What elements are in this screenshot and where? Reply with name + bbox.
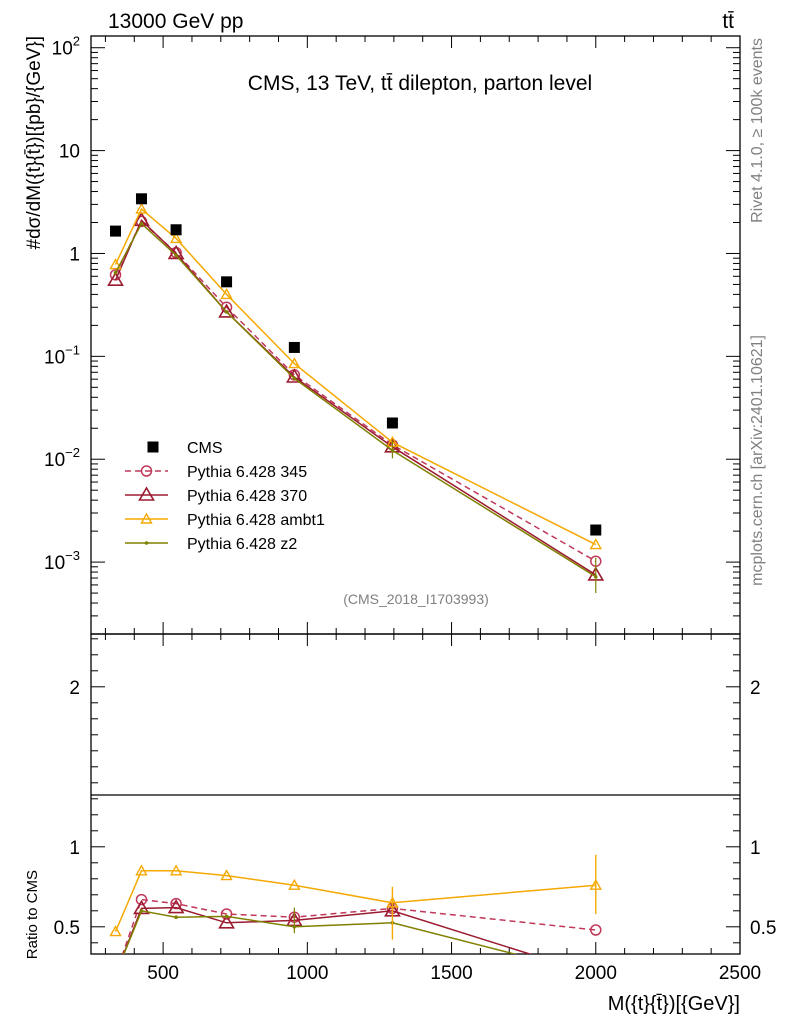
legend-marker (140, 465, 153, 477)
ratio-point-0 (135, 893, 148, 906)
ratio-point-2 (220, 869, 233, 881)
ratio-line-3 (123, 909, 518, 954)
y-tick-label: 10−1 (44, 342, 80, 368)
y-tick-label: 10 (59, 142, 80, 163)
legend-label: CMS (187, 440, 223, 457)
cms-data-point (170, 224, 182, 236)
cms-data-point (288, 341, 300, 353)
legend-label: Pythia 6.428 345 (187, 464, 307, 481)
legend-marker (140, 512, 153, 524)
ratio-point-3 (174, 915, 178, 919)
ratio-point-2 (109, 925, 122, 937)
mcplots-label: mcplots.cern.ch [arXiv:2401.10621] (749, 335, 766, 586)
main-panel-series (107, 193, 605, 594)
y-tick-label: 10−2 (44, 445, 80, 471)
ratio-point-0 (170, 897, 182, 910)
x-axis-label: M({t}{t̄})[{GeV}] (608, 993, 740, 1015)
legend-marker-cms (147, 441, 159, 453)
series-point-1 (218, 303, 235, 318)
cms-data-point (221, 276, 233, 288)
ratio-tick-label-right: 1 (750, 838, 761, 859)
ratio-tick-label: 0.5 (54, 918, 80, 939)
ratio-point-0 (111, 970, 121, 980)
series-point-3 (292, 376, 297, 381)
y-tick-label: 1 (69, 244, 80, 265)
ratio-point-0 (590, 924, 602, 936)
axis-ticks: 500 1000 1500 2000 2500 10−3 10−2 10−1 1 10 102 0.5… (44, 34, 776, 984)
ratio-point-1 (109, 968, 123, 980)
x-tick-label: 2500 (719, 963, 761, 984)
ratio-point-2 (169, 864, 183, 876)
series-point-3 (113, 270, 118, 275)
series-point-2 (288, 357, 301, 369)
x-tick-label: 1500 (430, 963, 472, 984)
main-y-axis-label: #dσ/dM({t}{t̄})[{pb}/{GeV}] (24, 36, 45, 250)
cms-data-point (590, 524, 602, 536)
series-point-3 (139, 221, 144, 226)
legend-marker (144, 541, 149, 545)
cms-data-point (110, 225, 122, 237)
legend-label: Pythia 6.428 ambt1 (187, 512, 325, 529)
ratio-plot-frame (90, 633, 741, 955)
ratio-tick-label-right: 0.5 (750, 918, 776, 939)
ratio-point-3 (224, 914, 229, 919)
series-point-3 (174, 253, 178, 258)
x-tick-label: 2000 (575, 963, 617, 984)
series-point-2 (109, 258, 122, 270)
ratio-point-1 (218, 914, 235, 929)
ratio-tick-label-right: 2 (750, 678, 761, 699)
series-line-0 (114, 220, 597, 562)
series-point-2 (169, 231, 183, 244)
legend-label: Pythia 6.428 370 (187, 488, 307, 505)
series-point-1 (107, 271, 124, 286)
series-point-2 (589, 538, 602, 550)
legend-marker (138, 486, 155, 501)
analysis-tag: (CMS_2018_I1703993) (343, 591, 489, 607)
series-point-2 (220, 287, 233, 300)
plot-title: CMS, 13 TeV, tt̄ dilepton, parton level (248, 72, 592, 95)
ratio-point-1 (133, 899, 150, 915)
ratio-tick-label: 2 (69, 678, 80, 699)
y-tick-label: 102 (52, 34, 80, 60)
plot-series (107, 193, 605, 980)
series-point-3 (224, 310, 229, 314)
ratio-point-3 (114, 973, 118, 977)
ratio-point-2 (288, 878, 301, 890)
legend-label: Pythia 6.428 z2 (187, 536, 297, 553)
ratio-point-3 (139, 909, 144, 913)
header-final-state-label: tt̄ (722, 10, 734, 33)
series-point-2 (135, 202, 148, 214)
ratio-y-axis-label: Ratio to CMS (24, 870, 41, 959)
x-tick-label: 1000 (286, 963, 328, 984)
ratio-tick-label: 1 (69, 838, 80, 859)
cms-data-point (386, 417, 398, 429)
legend: CMS Pythia 6.428 345 Pythia 6.428 370 Pythi… (125, 440, 325, 553)
y-tick-label: 10−3 (44, 548, 80, 574)
ratio-point-0 (220, 908, 233, 920)
header-process-label: 13000 GeV pp (108, 10, 243, 33)
ratio-point-1 (167, 899, 185, 914)
ratio-point-2 (135, 864, 148, 876)
rivet-version-label: Rivet 4.1.0, ≥ 100k events (749, 38, 766, 223)
ratio-panel-series (109, 854, 602, 980)
x-tick-label: 500 (147, 963, 179, 984)
cms-data-point (135, 193, 147, 205)
